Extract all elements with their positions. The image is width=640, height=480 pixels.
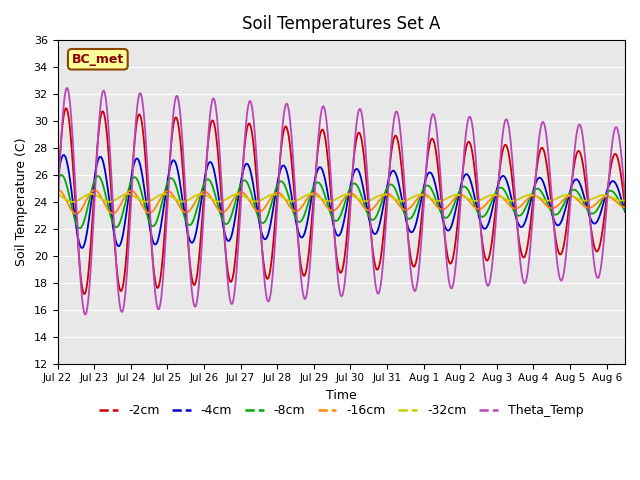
-2cm	[547, 193, 554, 199]
-8cm	[621, 207, 629, 213]
Theta_Temp	[167, 143, 175, 149]
-32cm	[269, 192, 277, 197]
Line: Theta_Temp: Theta_Temp	[58, 88, 625, 314]
-16cm	[484, 200, 492, 205]
-2cm	[54, 190, 61, 195]
-32cm	[69, 199, 77, 205]
-16cm	[269, 192, 277, 197]
Theta_Temp	[81, 312, 89, 317]
-16cm	[156, 196, 164, 202]
Line: -4cm: -4cm	[58, 155, 625, 248]
Theta_Temp	[156, 302, 164, 308]
-8cm	[76, 226, 83, 231]
Line: -32cm: -32cm	[58, 194, 625, 202]
-4cm	[167, 162, 175, 168]
-4cm	[621, 209, 629, 215]
-4cm	[547, 206, 554, 212]
-16cm	[72, 211, 80, 216]
-16cm	[621, 204, 629, 210]
-4cm	[484, 223, 492, 228]
-4cm	[218, 216, 226, 222]
-2cm	[484, 257, 492, 263]
-2cm	[218, 204, 226, 209]
Title: Soil Temperatures Set A: Soil Temperatures Set A	[242, 15, 440, 33]
Theta_Temp	[547, 179, 554, 185]
-8cm	[218, 216, 226, 222]
-32cm	[547, 198, 554, 204]
Y-axis label: Soil Temperature (C): Soil Temperature (C)	[15, 138, 28, 266]
-4cm	[60, 152, 67, 158]
-16cm	[54, 187, 61, 192]
Theta_Temp	[621, 195, 629, 201]
-32cm	[54, 192, 61, 197]
-32cm	[156, 192, 164, 198]
Theta_Temp	[484, 283, 492, 288]
Line: -8cm: -8cm	[58, 175, 625, 228]
Line: -2cm: -2cm	[58, 108, 625, 294]
-16cm	[54, 187, 61, 192]
-8cm	[484, 208, 492, 214]
-32cm	[167, 193, 175, 199]
-2cm	[269, 238, 277, 243]
-32cm	[621, 197, 629, 203]
-4cm	[269, 204, 277, 210]
-2cm	[621, 204, 629, 209]
-8cm	[269, 193, 277, 199]
-2cm	[62, 106, 70, 111]
-4cm	[78, 245, 86, 251]
Text: BC_met: BC_met	[72, 53, 124, 66]
-2cm	[167, 144, 175, 150]
-32cm	[87, 191, 95, 197]
-32cm	[218, 198, 226, 204]
-8cm	[167, 175, 175, 181]
-32cm	[484, 193, 492, 199]
Theta_Temp	[63, 85, 71, 91]
Theta_Temp	[218, 189, 226, 195]
Line: -16cm: -16cm	[58, 190, 625, 214]
-16cm	[218, 209, 226, 215]
-8cm	[547, 207, 554, 213]
-8cm	[156, 207, 164, 213]
-4cm	[54, 177, 61, 182]
-8cm	[58, 172, 65, 178]
Theta_Temp	[269, 262, 277, 267]
-16cm	[547, 205, 554, 211]
Theta_Temp	[54, 205, 61, 211]
-2cm	[156, 277, 164, 283]
-4cm	[156, 228, 164, 233]
Legend: -2cm, -4cm, -8cm, -16cm, -32cm, Theta_Temp: -2cm, -4cm, -8cm, -16cm, -32cm, Theta_Te…	[94, 399, 588, 422]
-2cm	[81, 291, 88, 297]
-16cm	[167, 190, 175, 195]
X-axis label: Time: Time	[326, 389, 356, 402]
-8cm	[54, 178, 61, 184]
